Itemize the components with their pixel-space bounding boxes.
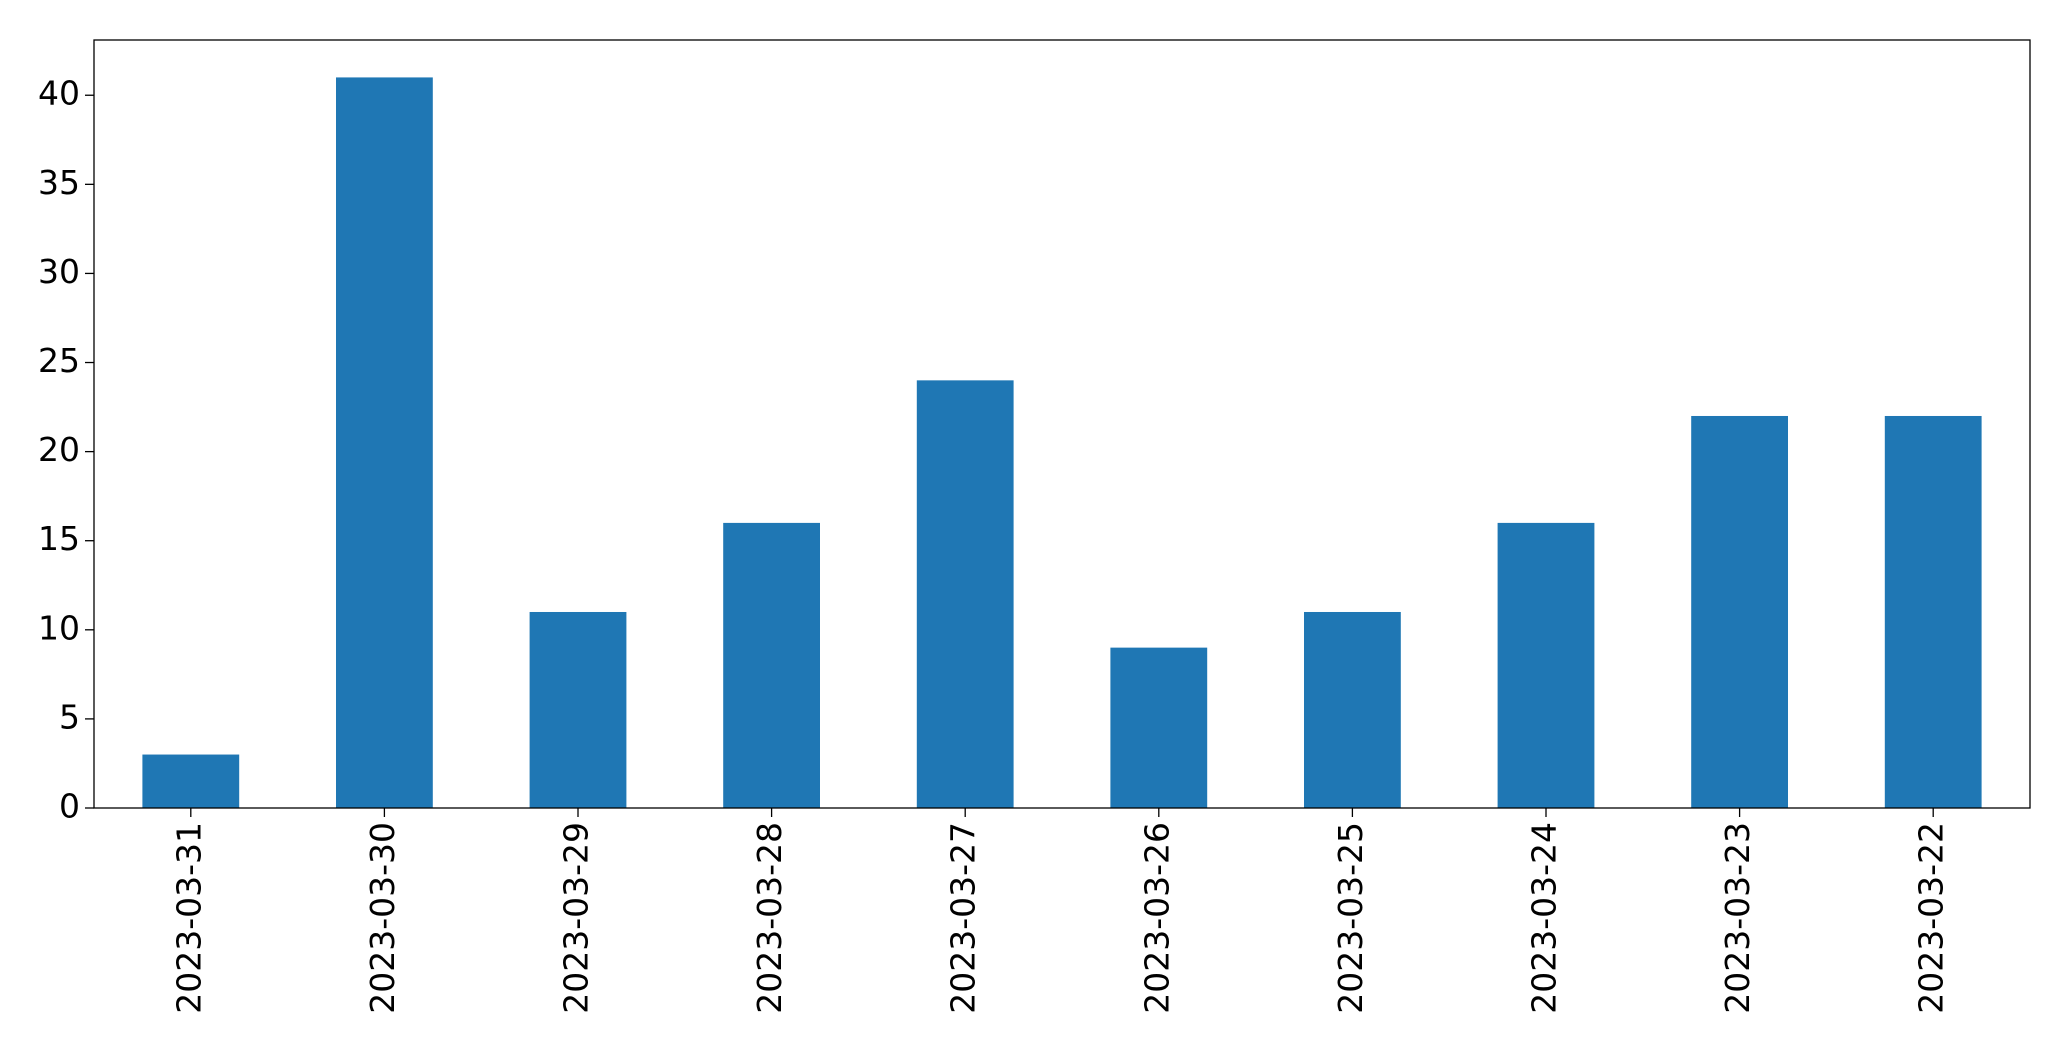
bar — [1304, 611, 1401, 808]
x-tick-label: 2023-03-24 — [1525, 822, 1564, 1014]
bar — [529, 611, 627, 808]
x-tick-label: 2023-03-26 — [1137, 822, 1176, 1014]
y-tick-label: 10 — [38, 608, 80, 647]
x-tick-label: 2023-03-28 — [750, 822, 789, 1014]
y-tick-label: 5 — [59, 697, 80, 736]
x-tick-label: 2023-03-31 — [169, 822, 208, 1014]
x-tick-label: 2023-03-25 — [1331, 822, 1370, 1014]
y-tick-label: 35 — [38, 163, 80, 202]
x-tick-label: 2023-03-23 — [1718, 822, 1757, 1014]
bar — [1691, 415, 1788, 808]
bar — [336, 77, 433, 809]
x-tick-label: 2023-03-30 — [363, 822, 402, 1014]
x-tick-label: 2023-03-22 — [1912, 822, 1951, 1014]
y-tick-label: 20 — [38, 430, 80, 469]
bar — [723, 522, 820, 808]
y-tick-label: 15 — [38, 519, 80, 558]
y-tick-label: 30 — [38, 252, 80, 291]
bar — [142, 754, 240, 808]
x-tick-label: 2023-03-29 — [557, 822, 596, 1014]
x-tick-label: 2023-03-27 — [944, 822, 983, 1014]
bar — [1110, 647, 1208, 808]
bar — [1884, 415, 1982, 808]
bar — [1497, 522, 1595, 808]
plot-frame — [93, 39, 2031, 809]
y-tick-label: 25 — [38, 341, 80, 380]
y-tick-label: 40 — [38, 74, 80, 113]
y-tick-label: 0 — [59, 787, 80, 826]
bar — [916, 380, 1014, 808]
